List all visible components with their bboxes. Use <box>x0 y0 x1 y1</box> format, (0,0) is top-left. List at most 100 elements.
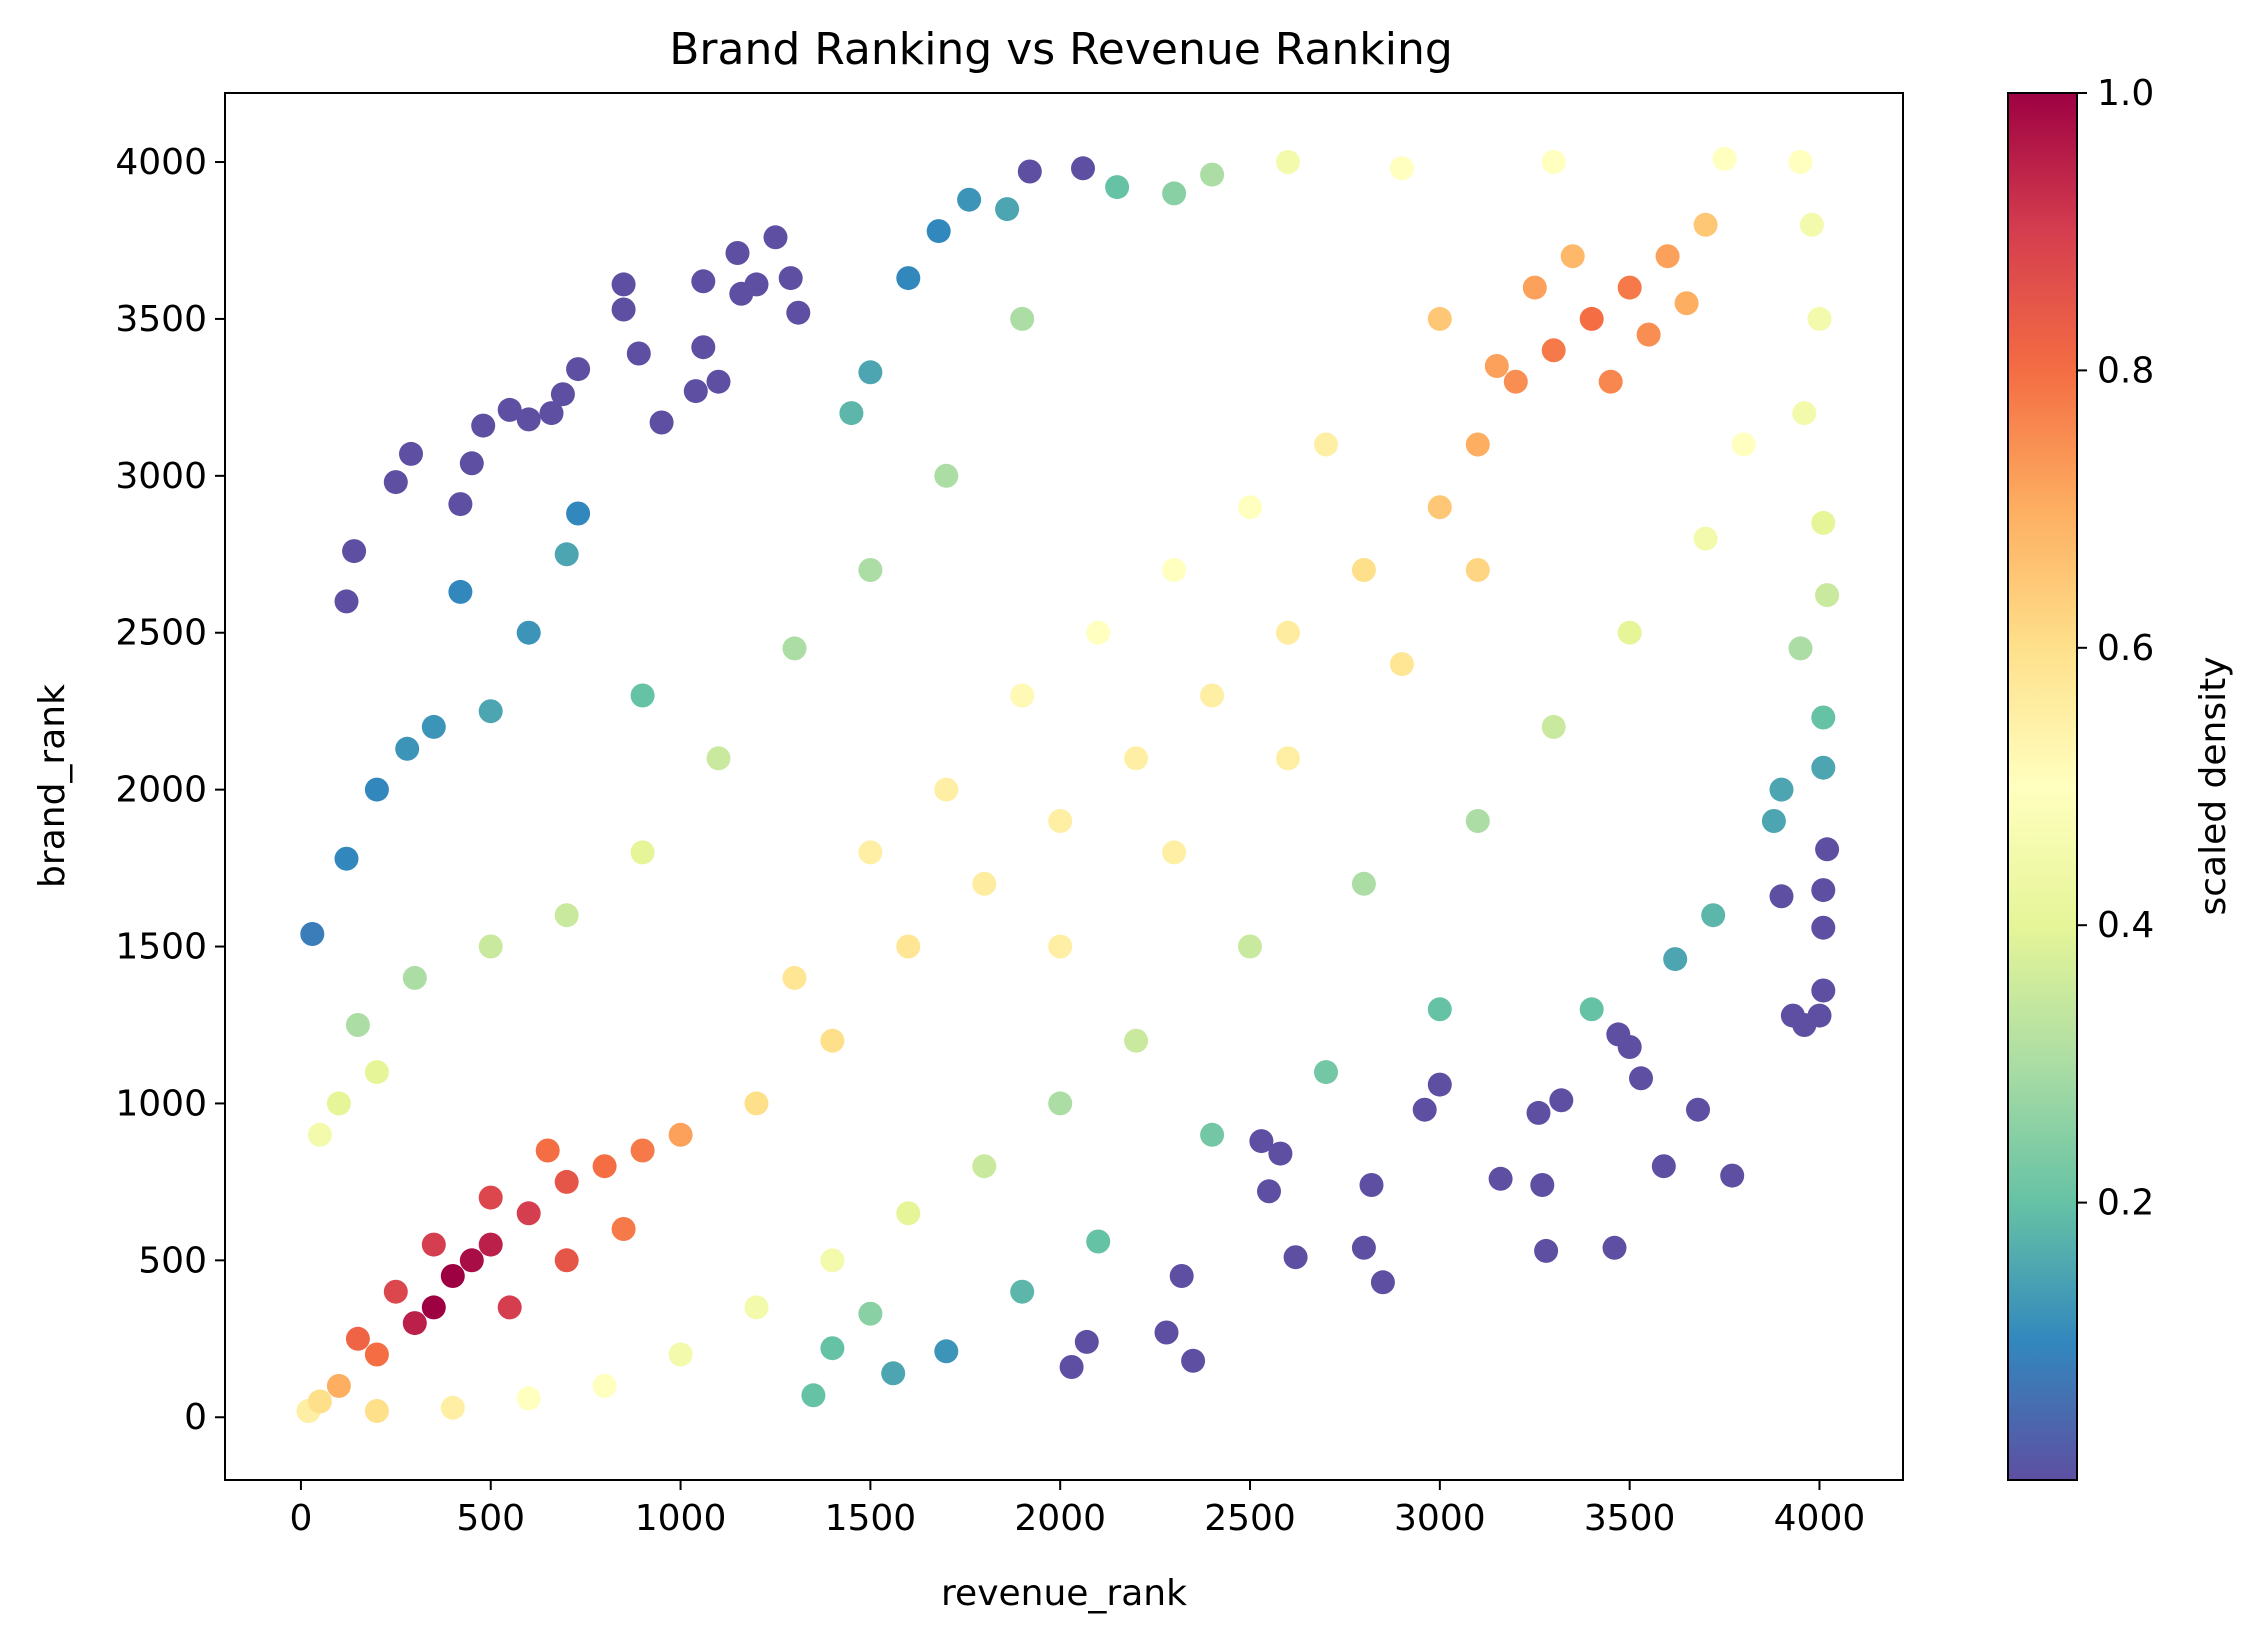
scatter-point <box>1010 683 1035 708</box>
scatter-point <box>554 542 579 567</box>
scatter-point <box>1602 1235 1627 1260</box>
scatter-point <box>1617 275 1642 300</box>
scatter-point <box>1276 620 1300 645</box>
scatter-point <box>1617 620 1642 645</box>
points-layer <box>296 146 1840 1423</box>
scatter-point <box>471 413 496 438</box>
scatter-point <box>1169 1264 1194 1288</box>
scatter-point <box>668 1122 693 1147</box>
scatter-point <box>1579 997 1604 1022</box>
scatter-point <box>1200 683 1225 708</box>
scatter-point <box>934 1339 959 1364</box>
scatter-point <box>1427 1072 1452 1097</box>
scatter-point <box>535 1138 560 1163</box>
x-tick-label: 500 <box>456 1498 525 1539</box>
scatter-point <box>1427 306 1452 331</box>
colorbar-tick-label: 0.6 <box>2097 628 2154 669</box>
y-tick-label: 500 <box>138 1240 207 1281</box>
scatter-point <box>516 1201 541 1226</box>
scatter-point <box>630 1138 655 1163</box>
scatter-point <box>786 300 811 325</box>
scatter-point <box>1086 620 1111 645</box>
scatter-point <box>858 360 883 385</box>
y-tick-label: 3500 <box>115 299 207 340</box>
scatter-point <box>1162 840 1187 865</box>
scatter-point <box>1807 1003 1832 1028</box>
y-tick-label: 2500 <box>115 613 207 654</box>
scatter-point <box>1503 369 1528 394</box>
scatter-point <box>957 187 982 212</box>
scatter-point <box>820 1336 845 1361</box>
scatter-point <box>1530 1173 1555 1197</box>
scatter-point <box>307 1389 332 1414</box>
scatter-point <box>1071 156 1095 181</box>
scatter-point <box>668 1342 693 1367</box>
scatter-point <box>1238 495 1262 520</box>
scatter-point <box>691 269 716 294</box>
scatter-point <box>820 1248 845 1273</box>
scatter-point <box>1154 1320 1179 1345</box>
scatter-point <box>972 1154 997 1179</box>
scatter-point <box>611 297 636 322</box>
scatter-point <box>1811 878 1836 903</box>
scatter-point <box>1351 558 1376 582</box>
scatter-point <box>1351 871 1376 896</box>
scatter-point <box>1731 432 1756 457</box>
scatter-point <box>1162 558 1187 582</box>
scatter-point <box>1541 150 1566 174</box>
scatter-point <box>1811 915 1836 940</box>
x-axis-label: revenue_rank <box>941 1573 1187 1614</box>
scatter-point <box>402 965 427 990</box>
scatter-point <box>1811 978 1836 1003</box>
x-tick-label: 2000 <box>1014 1498 1106 1539</box>
scatter-point <box>1579 306 1604 331</box>
scatter-point <box>1693 526 1718 551</box>
scatter-point <box>839 401 864 426</box>
x-tick-label: 1500 <box>825 1498 917 1539</box>
scatter-point <box>782 965 807 990</box>
scatter-point <box>1617 1035 1642 1059</box>
scatter-point <box>611 272 636 297</box>
scatter-point <box>448 579 473 604</box>
scatter-point <box>345 1326 370 1351</box>
scatter-point <box>683 379 708 404</box>
scatter-point <box>364 1342 389 1367</box>
scatter-point <box>1124 746 1149 771</box>
scatter-point <box>1701 903 1726 928</box>
scatter-point <box>1549 1088 1574 1113</box>
scatter-point <box>1769 884 1794 909</box>
scatter-point <box>550 382 575 407</box>
scatter-point <box>926 219 951 244</box>
y-axis-ticks: 0 500 1000 1500 2000 2500 3000 3500 4000 <box>115 142 225 1438</box>
scatter-point <box>402 1311 427 1336</box>
scatter-point <box>1534 1238 1559 1263</box>
scatter-point <box>345 1013 370 1037</box>
scatter-point <box>1010 306 1035 331</box>
scatter-point <box>1811 755 1836 780</box>
scatter-point <box>995 197 1020 222</box>
scatter-point <box>459 1248 484 1273</box>
scatter-point <box>364 1399 389 1423</box>
scatter-point <box>1636 322 1661 347</box>
scatter-point <box>1526 1100 1551 1125</box>
scatter-point <box>858 1301 883 1326</box>
scatter-point <box>516 1386 541 1411</box>
scatter-point <box>858 558 883 582</box>
scatter-point <box>1370 1270 1395 1295</box>
scatter-point <box>1249 1129 1274 1154</box>
scatter-point <box>1484 354 1509 378</box>
scatter-point <box>972 871 997 896</box>
scatter-point <box>399 441 423 466</box>
scatter-point <box>1769 777 1794 802</box>
scatter-point <box>1686 1097 1710 1122</box>
scatter-point <box>1010 1279 1035 1304</box>
x-tick-label: 1000 <box>635 1498 727 1539</box>
scatter-point <box>1651 1154 1676 1179</box>
scatter-point <box>896 1201 921 1226</box>
x-tick-label: 3500 <box>1584 1498 1676 1539</box>
scatter-point <box>342 539 367 564</box>
scatter-point <box>516 407 541 432</box>
scatter-point <box>649 410 674 435</box>
scatter-point <box>1792 401 1817 426</box>
scatter-point <box>729 281 754 306</box>
